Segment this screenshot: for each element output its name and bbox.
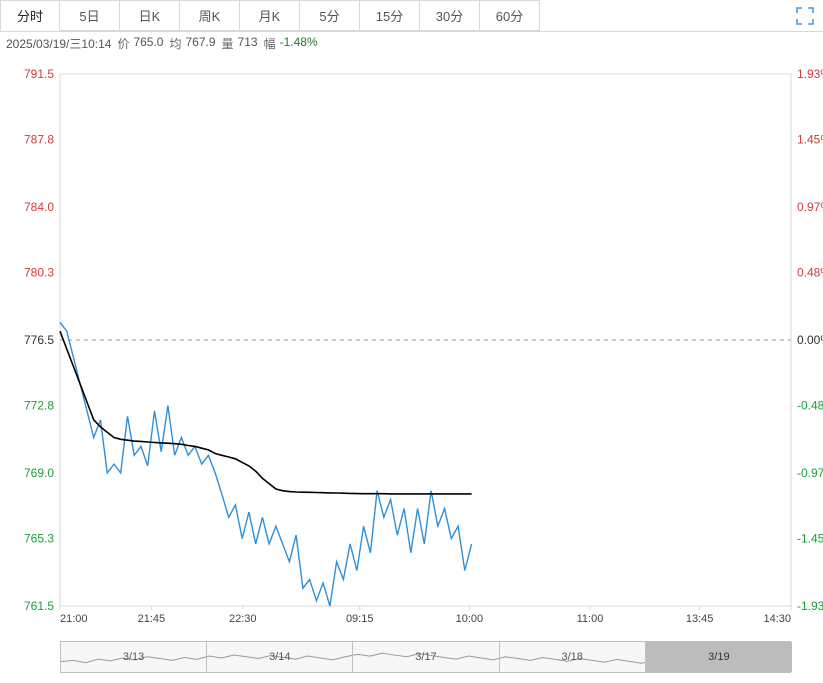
price-chart[interactable]: 791.5 1.93% 787.8 1.45% 784.0 0.97% 780.3 0.48%… xyxy=(0,54,823,639)
svg-text:0.97%: 0.97% xyxy=(797,200,823,214)
tab-60min[interactable]: 60分 xyxy=(480,0,540,31)
svg-text:780.3: 780.3 xyxy=(24,266,54,280)
info-datetime: 2025/03/19/三10:14 xyxy=(6,35,111,52)
date-navigator[interactable]: 3/133/143/173/183/19 xyxy=(60,641,791,673)
svg-text:-0.48%: -0.48% xyxy=(797,399,823,413)
fullscreen-icon[interactable] xyxy=(795,6,815,26)
timeframe-tabs: 分时 5日 日K 周K 月K 5分 15分 30分 60分 xyxy=(0,0,823,32)
chart-screen: 分时 5日 日K 周K 月K 5分 15分 30分 60分 2025/03/19… xyxy=(0,0,823,683)
svg-text:765.3: 765.3 xyxy=(24,532,54,546)
info-vol-label: 量 xyxy=(222,35,234,52)
svg-text:776.5: 776.5 xyxy=(24,333,54,347)
svg-text:0.00%: 0.00% xyxy=(797,333,823,347)
svg-text:791.5: 791.5 xyxy=(24,67,54,81)
svg-text:21:45: 21:45 xyxy=(138,613,166,625)
svg-text:09:15: 09:15 xyxy=(346,613,374,625)
tab-day-k[interactable]: 日K xyxy=(120,0,180,31)
chart-svg: 791.5 1.93% 787.8 1.45% 784.0 0.97% 780.3 0.48%… xyxy=(0,54,823,639)
info-price-value: 765.0 xyxy=(133,35,163,52)
svg-text:761.5: 761.5 xyxy=(24,599,54,613)
info-avg-value: 767.9 xyxy=(186,35,216,52)
info-avg-label: 均 xyxy=(169,35,181,52)
mini-day-3-14[interactable]: 3/14 xyxy=(207,642,353,672)
svg-text:0.48%: 0.48% xyxy=(797,266,823,280)
tab-5min[interactable]: 5分 xyxy=(300,0,360,31)
svg-text:-1.93%: -1.93% xyxy=(797,599,823,613)
svg-text:772.8: 772.8 xyxy=(24,399,54,413)
info-vol-value: 713 xyxy=(238,35,258,52)
svg-text:-1.45%: -1.45% xyxy=(797,532,823,546)
svg-text:11:00: 11:00 xyxy=(577,613,604,625)
tab-30min[interactable]: 30分 xyxy=(420,0,480,31)
svg-text:1.45%: 1.45% xyxy=(797,133,823,147)
tab-5day[interactable]: 5日 xyxy=(60,0,120,31)
mini-day-3-19[interactable]: 3/19 xyxy=(646,642,792,672)
svg-text:14:30: 14:30 xyxy=(763,613,791,625)
quote-info-bar: 2025/03/19/三10:14 价 765.0 均 767.9 量 713 … xyxy=(0,32,823,54)
svg-text:769.0: 769.0 xyxy=(24,466,54,480)
mini-day-3-18[interactable]: 3/18 xyxy=(500,642,646,672)
svg-text:21:00: 21:00 xyxy=(60,613,88,625)
svg-text:-0.97%: -0.97% xyxy=(797,466,823,480)
svg-text:787.8: 787.8 xyxy=(24,133,54,147)
tab-intraday[interactable]: 分时 xyxy=(0,0,60,31)
tab-15min[interactable]: 15分 xyxy=(360,0,420,31)
mini-day-3-17[interactable]: 3/17 xyxy=(353,642,499,672)
svg-text:1.93%: 1.93% xyxy=(797,67,823,81)
svg-text:784.0: 784.0 xyxy=(24,200,54,214)
info-price-label: 价 xyxy=(117,35,129,52)
tab-month-k[interactable]: 月K xyxy=(240,0,300,31)
info-amp-label: 幅 xyxy=(264,35,276,52)
svg-text:13:45: 13:45 xyxy=(686,613,714,625)
tab-week-k[interactable]: 周K xyxy=(180,0,240,31)
svg-text:22:30: 22:30 xyxy=(229,613,257,625)
svg-text:10:00: 10:00 xyxy=(456,613,484,625)
mini-day-3-13[interactable]: 3/13 xyxy=(61,642,207,672)
info-amp-value: -1.48% xyxy=(280,35,318,52)
